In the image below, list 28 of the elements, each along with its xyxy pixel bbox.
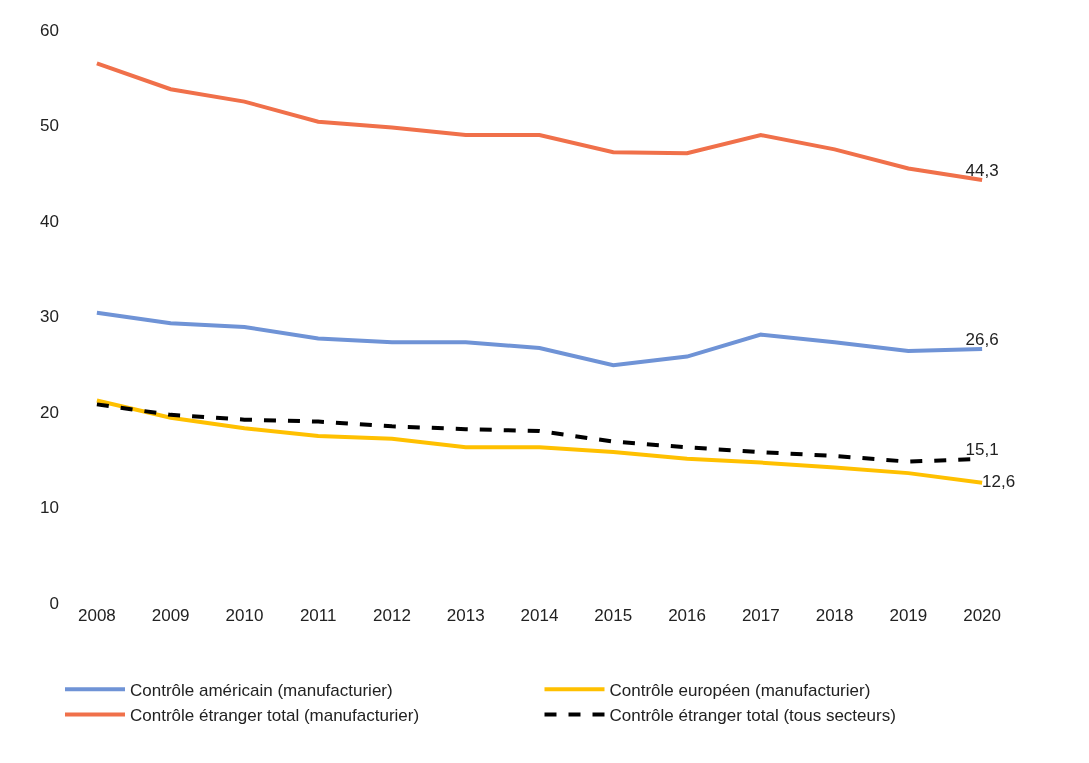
legend-label: Contrôle américain (manufacturier) (130, 680, 393, 700)
x-tick-label: 2019 (889, 606, 928, 625)
x-tick-label: 2008 (77, 606, 116, 625)
y-tick-label: 30 (40, 307, 59, 327)
y-tick-label: 60 (40, 20, 59, 40)
y-tick-label: 50 (40, 116, 59, 136)
x-tick-label: 2017 (741, 606, 780, 625)
x-tick-label: 2009 (151, 606, 190, 625)
x-tick-label: 2011 (299, 606, 337, 625)
x-tick-label: 2016 (668, 606, 706, 625)
x-tick-label: 2012 (373, 606, 411, 625)
legend-label: Contrôle étranger total (manufacturier) (130, 706, 420, 726)
x-tick-label: 2018 (815, 606, 854, 625)
y-tick-label: 0 (49, 593, 59, 613)
x-tick-label: 2013 (446, 606, 485, 625)
x-tick-label: 2020 (963, 606, 1002, 625)
data-label: 44,3 (965, 160, 999, 180)
x-tick-label: 2014 (520, 606, 559, 625)
y-tick-label: 20 (40, 402, 59, 422)
y-tick-label: 40 (40, 211, 59, 231)
legend-label: Contrôle européen (manufacturier) (609, 680, 871, 700)
data-label: 12,6 (982, 471, 1016, 491)
data-label: 15,1 (965, 439, 999, 459)
legend-label: Contrôle étranger total (tous secteurs) (609, 706, 896, 726)
data-label: 26,6 (965, 329, 999, 349)
x-tick-label: 2010 (225, 606, 264, 625)
x-tick-label: 2015 (594, 606, 633, 625)
y-tick-label: 10 (40, 498, 59, 518)
